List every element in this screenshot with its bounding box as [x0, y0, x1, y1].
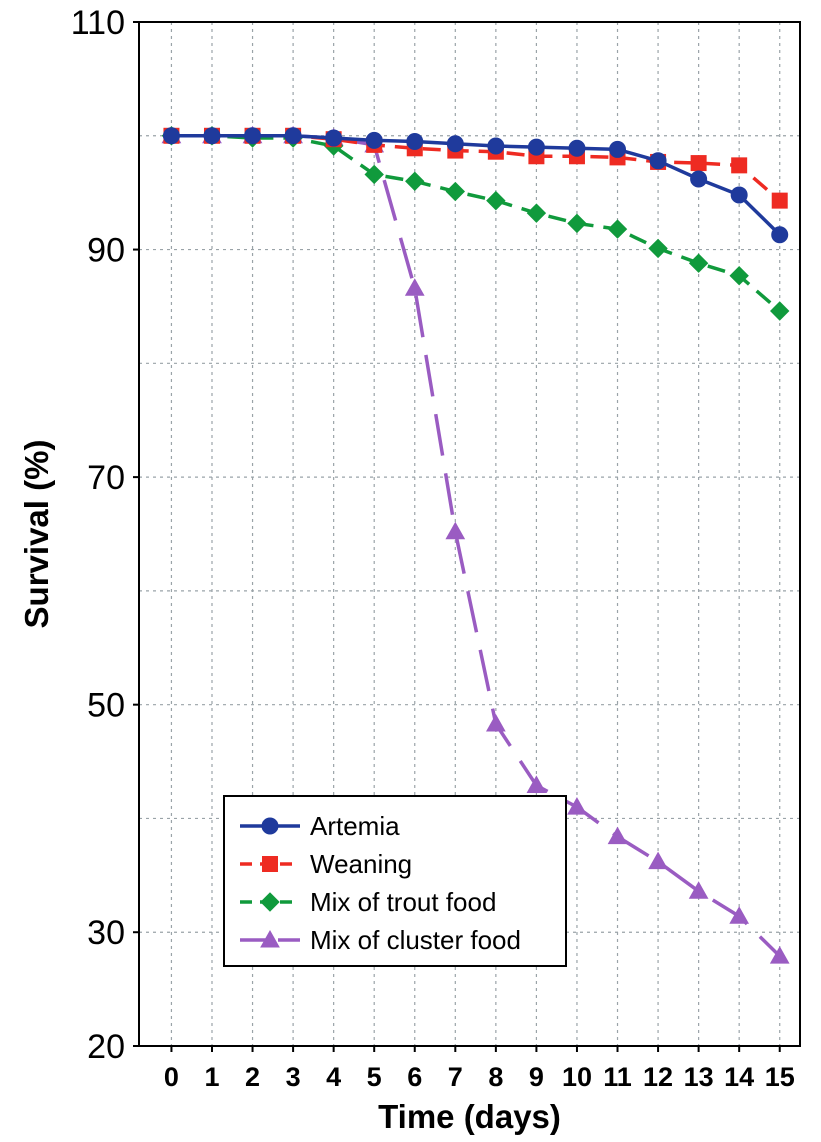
x-tick-label: 14: [724, 1062, 754, 1092]
data-point-mix-of-cluster-food: [648, 851, 668, 870]
data-point-mix-of-trout-food: [648, 238, 668, 259]
data-point-artemia: [527, 138, 545, 156]
data-point-artemia: [609, 140, 627, 158]
legend-item-mix-of-cluster-food: Mix of cluster food: [240, 925, 521, 955]
data-point-artemia: [284, 127, 302, 145]
legend-swatch-marker: [260, 892, 280, 912]
y-tick-label: 30: [87, 914, 125, 952]
x-tick-label: 1: [204, 1062, 219, 1092]
data-point-mix-of-cluster-food: [607, 826, 628, 845]
x-axis-label: Time (days): [378, 1098, 561, 1135]
x-tick-label: 6: [407, 1062, 422, 1092]
legend-label: Artemia: [310, 811, 400, 841]
y-tick-label: 70: [87, 459, 125, 497]
x-tick-label: 10: [562, 1062, 592, 1092]
data-point-mix-of-trout-food: [405, 171, 425, 191]
x-tick-label: 0: [164, 1062, 179, 1092]
x-tick-label: 2: [245, 1062, 260, 1092]
series-group: [161, 125, 790, 964]
legend-item-weaning: Weaning: [240, 849, 412, 879]
data-point-mix-of-trout-food: [486, 190, 506, 211]
data-point-artemia: [446, 135, 464, 153]
data-point-mix-of-trout-food: [445, 181, 466, 202]
legend-item-mix-of-trout-food: Mix of trout food: [240, 887, 496, 917]
x-tick-label: 13: [684, 1062, 714, 1092]
legend-swatch-marker: [262, 856, 278, 872]
x-tick-label: 8: [488, 1062, 503, 1092]
data-point-mix-of-cluster-food: [526, 775, 547, 793]
data-point-artemia: [568, 139, 586, 157]
data-point-mix-of-cluster-food: [404, 278, 425, 296]
x-tick-label: 15: [765, 1062, 795, 1092]
series-line-artemia: [171, 134, 781, 237]
x-axis-ticks: 0 1 2 3 4 5 6 7 8 9 10 11 12 13 14 15: [164, 1046, 795, 1092]
data-point-mix-of-cluster-food: [445, 521, 466, 540]
y-axis-label: Survival (%): [18, 440, 55, 629]
data-point-artemia: [365, 131, 383, 149]
legend: Artemia Weaning Mix of trout food Mix of cl…: [223, 795, 567, 967]
x-tick-label: 11: [603, 1062, 632, 1092]
data-point-artemia: [203, 127, 221, 145]
y-axis-ticks: 110 90 70 50 30 20: [71, 4, 139, 1066]
data-point-artemia: [325, 129, 343, 147]
legend-swatch-marker: [260, 929, 280, 948]
x-tick-label: 9: [529, 1062, 544, 1092]
data-point-mix-of-trout-food: [607, 219, 628, 239]
data-point-mix-of-cluster-food: [486, 713, 506, 732]
y-tick-label: 90: [87, 232, 125, 270]
data-point-artemia: [406, 132, 424, 150]
legend-swatch-marker: [261, 817, 279, 835]
data-point-mix-of-trout-food: [567, 213, 587, 234]
data-point-artemia: [649, 152, 667, 170]
plot-area-frame: [138, 21, 801, 1047]
data-point-mix-of-cluster-food: [729, 906, 750, 924]
data-point-artemia: [690, 170, 708, 188]
data-point-mix-of-cluster-food: [688, 881, 709, 899]
data-point-mix-of-trout-food: [364, 164, 384, 185]
data-point-weaning: [731, 157, 748, 174]
data-point-artemia: [771, 226, 789, 244]
data-point-mix-of-trout-food: [688, 253, 709, 273]
data-point-mix-of-trout-food: [729, 266, 749, 286]
x-tick-label: 7: [448, 1062, 463, 1092]
data-point-mix-of-cluster-food: [567, 797, 587, 815]
data-point-artemia: [487, 137, 505, 155]
legend-label: Mix of trout food: [310, 887, 496, 917]
data-point-weaning: [690, 155, 707, 172]
legend-item-artemia: Artemia: [240, 811, 400, 841]
x-tick-label: 3: [286, 1062, 301, 1092]
legend-label: Mix of cluster food: [310, 925, 521, 955]
data-point-artemia: [162, 127, 180, 145]
legend-label: Weaning: [310, 849, 412, 879]
y-tick-label: 20: [87, 1028, 125, 1066]
y-tick-label: 50: [87, 687, 125, 725]
y-tick-label: 110: [71, 4, 125, 42]
data-point-artemia: [730, 186, 748, 204]
series-line-mix-of-trout-food: [171, 134, 781, 313]
data-point-artemia: [244, 127, 262, 145]
x-tick-label: 5: [367, 1062, 382, 1092]
x-tick-label: 12: [643, 1062, 673, 1092]
data-point-mix-of-trout-food: [770, 301, 790, 321]
data-point-weaning: [771, 192, 788, 209]
series-artemia: [162, 127, 789, 244]
data-point-mix-of-trout-food: [526, 203, 547, 223]
x-tick-label: 4: [326, 1062, 341, 1092]
data-point-mix-of-cluster-food: [769, 946, 790, 964]
